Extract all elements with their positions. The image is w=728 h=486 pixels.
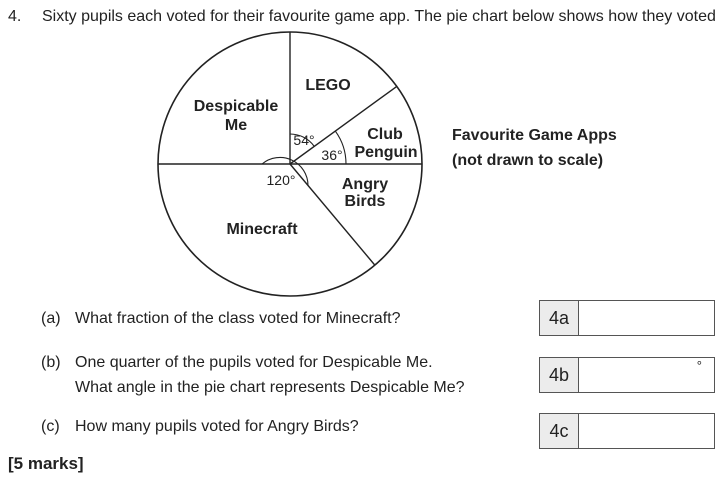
part-c-text: How many pupils voted for Angry Birds? <box>75 418 359 435</box>
answer-field-4a[interactable] <box>579 301 714 335</box>
radius-lego-club <box>289 85 398 165</box>
part-c-label: (c) <box>41 418 60 435</box>
angle-arc-club-penguin <box>334 130 347 165</box>
degree-unit: ° <box>696 358 702 373</box>
angle-label-club-penguin: 36° <box>321 147 342 163</box>
angle-arc-lego <box>289 133 315 147</box>
answer-tag-4c: 4c <box>540 414 579 448</box>
question-stem: Sixty pupils each voted for their favour… <box>42 8 716 25</box>
chart-subtitle: (not drawn to scale) <box>452 152 604 169</box>
answer-field-4c[interactable] <box>579 414 714 448</box>
answer-tag-4b: 4b <box>540 358 579 392</box>
answer-box-4b: 4b ° <box>539 357 715 393</box>
angle-label-minecraft: 120° <box>267 172 296 188</box>
chart-title: Favourite Game Apps <box>452 127 617 144</box>
slice-label-angry-line2: Birds <box>345 193 386 210</box>
part-b-text-line2: What angle in the pie chart represents D… <box>75 379 465 396</box>
slice-label-club-line1: Club <box>367 126 403 143</box>
part-b-label: (b) <box>41 354 61 371</box>
radius-angry-minecraft <box>289 163 376 266</box>
part-a-label: (a) <box>41 310 61 327</box>
angle-label-lego: 54° <box>293 132 314 148</box>
part-b-text-line1: One quarter of the pupils voted for Desp… <box>75 354 433 371</box>
answer-field-4b[interactable]: ° <box>579 358 714 392</box>
part-a-text: What fraction of the class voted for Min… <box>75 310 401 327</box>
angle-arc-minecraft <box>261 156 309 186</box>
answer-box-4a: 4a <box>539 300 715 336</box>
marks-total: [5 marks] <box>8 454 84 473</box>
slice-label-lego: LEGO <box>305 77 350 94</box>
slice-label-minecraft: Minecraft <box>226 221 298 238</box>
question-number: 4. <box>8 8 22 25</box>
answer-tag-4a: 4a <box>540 301 579 335</box>
pie-group <box>157 31 423 297</box>
slice-label-club-line2: Penguin <box>354 144 417 161</box>
slice-label-angry-line1: Angry <box>342 176 388 193</box>
answer-box-4c: 4c <box>539 413 715 449</box>
slice-label-despicable-line1: Despicable <box>194 98 279 115</box>
slice-label-despicable-line2: Me <box>225 117 247 134</box>
